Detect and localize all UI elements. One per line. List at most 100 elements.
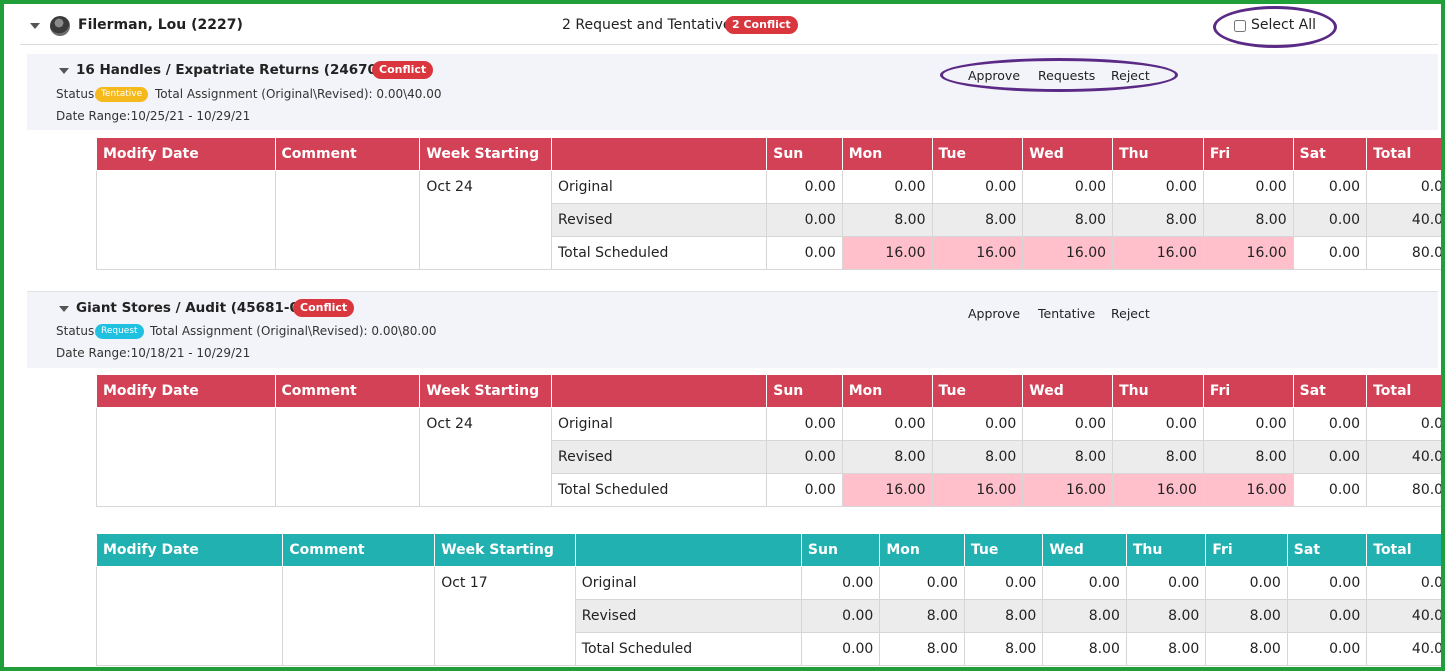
- col-modify-date[interactable]: Modify Date: [96, 374, 276, 408]
- conflict-hours-cell: 16.00: [1112, 236, 1204, 270]
- col-week-starting[interactable]: Week Starting: [434, 533, 576, 567]
- hours-cell: 8.00: [1125, 632, 1207, 666]
- table-row: Total Scheduled 0.00 16.00 16.00 16.00 1…: [97, 236, 1445, 270]
- modify-date-cell: [95, 566, 284, 666]
- week-starting-cell: Oct 24: [419, 170, 552, 270]
- hours-cell: 0.00: [766, 170, 843, 204]
- col-tue[interactable]: Tue: [931, 137, 1024, 171]
- col-mon[interactable]: Mon: [841, 137, 933, 171]
- status-label: Status:: [56, 87, 99, 101]
- hours-cell: 0.00: [1286, 599, 1368, 633]
- row-label: Original: [550, 407, 768, 441]
- col-sat[interactable]: Sat: [1292, 137, 1368, 171]
- request-summary: 2 Request and Tentative: [562, 17, 732, 33]
- total-cell: 0.00: [1366, 407, 1445, 441]
- col-total[interactable]: Total: [1366, 137, 1445, 171]
- approve-button[interactable]: Approve: [968, 68, 1021, 83]
- col-total[interactable]: Total: [1366, 374, 1445, 408]
- assignment-title: Giant Stores / Audit (45681-01): [76, 300, 315, 316]
- col-row-type: [550, 374, 768, 408]
- approve-button[interactable]: Approve: [968, 306, 1021, 321]
- col-sun[interactable]: Sun: [800, 533, 881, 567]
- col-total[interactable]: Total: [1366, 533, 1445, 567]
- total-assignment: Total Assignment (Original\Revised): 0.0…: [150, 324, 437, 338]
- table-row: Revised 0.00 8.00 8.00 8.00 8.00 8.00 0.…: [97, 440, 1445, 474]
- hours-cell: 0.00: [1125, 566, 1207, 600]
- hours-cell: 8.00: [1205, 632, 1288, 666]
- col-sat[interactable]: Sat: [1292, 374, 1368, 408]
- hours-cell: 0.00: [800, 632, 881, 666]
- col-mon[interactable]: Mon: [879, 533, 965, 567]
- conflict-badge: Conflict: [293, 299, 355, 317]
- col-wed[interactable]: Wed: [1022, 374, 1114, 408]
- date-range: Date Range:10/18/21 - 10/29/21: [56, 346, 251, 360]
- col-mon[interactable]: Mon: [841, 374, 933, 408]
- table-header-row: Modify Date Comment Week Starting Sun Mo…: [96, 374, 1445, 408]
- col-tue[interactable]: Tue: [931, 374, 1024, 408]
- status-badge: Tentative: [95, 87, 149, 102]
- table-row: Oct 17 Original 0.00 0.00 0.00 0.00 0.00…: [95, 566, 1445, 666]
- col-comment[interactable]: Comment: [274, 374, 421, 408]
- col-fri[interactable]: Fri: [1205, 533, 1288, 567]
- hours-cell: 0.00: [963, 566, 1044, 600]
- col-thu[interactable]: Thu: [1112, 374, 1204, 408]
- total-assignment: Total Assignment (Original\Revised): 0.0…: [155, 87, 442, 101]
- col-fri[interactable]: Fri: [1202, 374, 1294, 408]
- col-week-starting[interactable]: Week Starting: [419, 137, 552, 171]
- reject-button[interactable]: Reject: [1111, 306, 1150, 321]
- table-row: Total Scheduled 0.00 8.00 8.00 8.00 8.00…: [97, 632, 1445, 666]
- col-sun[interactable]: Sun: [766, 374, 843, 408]
- col-thu[interactable]: Thu: [1112, 137, 1204, 171]
- col-fri[interactable]: Fri: [1202, 137, 1294, 171]
- conflict-hours-cell: 16.00: [841, 473, 933, 507]
- hours-cell: 0.00: [841, 170, 933, 204]
- total-cell: 0.00: [1366, 566, 1445, 600]
- table-row: Oct 24 Original 0.00 0.00 0.00 0.00 0.00…: [96, 170, 1445, 270]
- col-thu[interactable]: Thu: [1125, 533, 1207, 567]
- hours-cell: 0.00: [1292, 236, 1368, 270]
- col-sun[interactable]: Sun: [766, 137, 843, 171]
- col-comment[interactable]: Comment: [274, 137, 421, 171]
- hours-cell: 8.00: [1125, 599, 1207, 633]
- col-sat[interactable]: Sat: [1286, 533, 1368, 567]
- conflict-hours-cell: 16.00: [1112, 473, 1204, 507]
- hours-cell: 0.00: [1112, 407, 1204, 441]
- week-starting-cell: Oct 17: [434, 566, 576, 666]
- status-label: Status:: [56, 324, 99, 338]
- conflict-hours-cell: 16.00: [1202, 236, 1294, 270]
- comment-cell: [282, 566, 436, 666]
- col-wed[interactable]: Wed: [1022, 137, 1114, 171]
- row-label: Total Scheduled: [574, 632, 802, 666]
- requests-button[interactable]: Requests: [1038, 68, 1096, 83]
- employee-name: Filerman, Lou (2227): [78, 17, 243, 33]
- hours-cell: 8.00: [1205, 599, 1288, 633]
- col-wed[interactable]: Wed: [1042, 533, 1127, 567]
- conflict-hours-cell: 16.00: [1022, 473, 1114, 507]
- hours-cell: 0.00: [1112, 170, 1204, 204]
- col-comment[interactable]: Comment: [282, 533, 436, 567]
- hours-cell: 8.00: [841, 440, 933, 474]
- total-cell: 40.00: [1366, 632, 1445, 666]
- collapse-caret-icon[interactable]: [30, 23, 40, 29]
- conflict-hours-cell: 16.00: [1202, 473, 1294, 507]
- col-tue[interactable]: Tue: [963, 533, 1044, 567]
- row-label: Original: [574, 566, 802, 600]
- col-modify-date[interactable]: Modify Date: [96, 137, 276, 171]
- reject-button[interactable]: Reject: [1111, 68, 1150, 83]
- col-week-starting[interactable]: Week Starting: [419, 374, 552, 408]
- hours-cell: 0.00: [1286, 632, 1368, 666]
- table-row: Total Scheduled 0.00 16.00 16.00 16.00 1…: [97, 473, 1445, 507]
- tentative-button[interactable]: Tentative: [1038, 306, 1096, 321]
- collapse-caret-icon[interactable]: [59, 68, 69, 74]
- collapse-caret-icon[interactable]: [59, 306, 69, 312]
- total-cell: 80.00: [1366, 473, 1445, 507]
- row-label: Revised: [550, 203, 768, 237]
- hours-cell: 0.00: [1286, 566, 1368, 600]
- hours-cell: 8.00: [1202, 203, 1294, 237]
- select-all-checkbox[interactable]: [1234, 20, 1246, 32]
- hours-cell: 0.00: [1292, 407, 1368, 441]
- col-modify-date[interactable]: Modify Date: [95, 533, 284, 567]
- modify-date-cell: [96, 407, 276, 507]
- select-all-label[interactable]: Select All: [1251, 17, 1316, 33]
- hours-cell: 8.00: [1022, 440, 1114, 474]
